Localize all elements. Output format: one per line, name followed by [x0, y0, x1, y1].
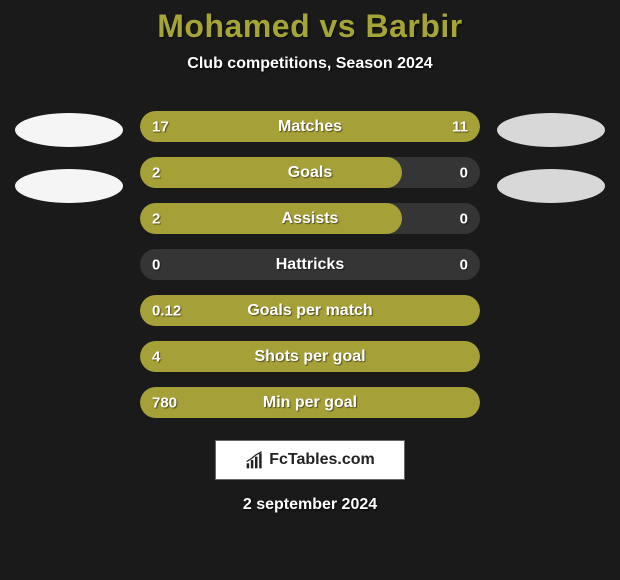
date-label: 2 september 2024 [243, 496, 377, 514]
stat-row: 1711Matches [140, 111, 480, 142]
title-player2: Barbir [365, 8, 462, 44]
stat-bars: 1711Matches 20Goals 20Assists 00Hattricks 0.… [140, 111, 480, 418]
stat-label: Min per goal [140, 394, 480, 412]
stat-label: Hattricks [140, 256, 480, 274]
stat-label: Assists [140, 210, 480, 228]
player2-club-badge [497, 169, 605, 203]
avatar-column-left [14, 111, 124, 203]
player1-club-badge [15, 169, 123, 203]
player1-avatar [15, 113, 123, 147]
avatar-column-right [496, 111, 606, 203]
fctables-icon [245, 450, 265, 470]
stat-label: Shots per goal [140, 348, 480, 366]
stat-row: 780Min per goal [140, 387, 480, 418]
subtitle: Club competitions, Season 2024 [187, 55, 432, 73]
source-logo-text: FcTables.com [269, 451, 375, 469]
stat-row: 20Assists [140, 203, 480, 234]
stat-row: 4Shots per goal [140, 341, 480, 372]
title-vs: vs [320, 8, 357, 44]
chart-area: 1711Matches 20Goals 20Assists 00Hattricks 0.… [0, 111, 620, 418]
source-logo: FcTables.com [215, 440, 405, 480]
stat-row: 00Hattricks [140, 249, 480, 280]
title: Mohamed vs Barbir [157, 8, 462, 45]
stat-label: Matches [140, 118, 480, 136]
title-player1: Mohamed [157, 8, 310, 44]
stat-row: 0.12Goals per match [140, 295, 480, 326]
stat-label: Goals [140, 164, 480, 182]
comparison-card: Mohamed vs Barbir Club competitions, Sea… [0, 0, 620, 580]
stat-row: 20Goals [140, 157, 480, 188]
stat-label: Goals per match [140, 302, 480, 320]
player2-avatar [497, 113, 605, 147]
